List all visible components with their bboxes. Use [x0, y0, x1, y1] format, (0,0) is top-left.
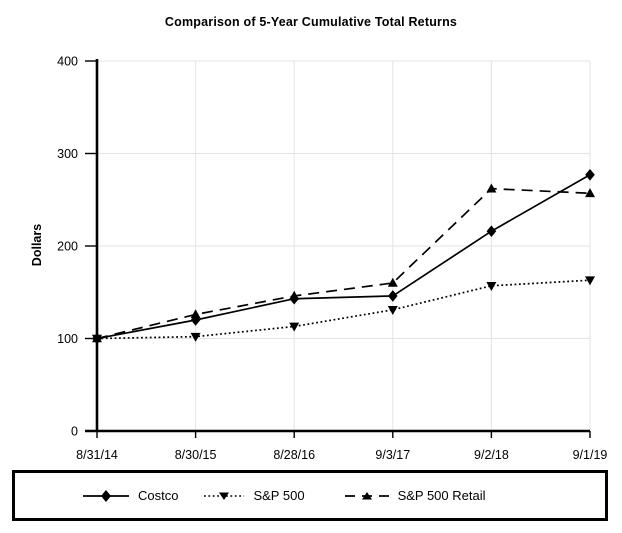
- y-tick-label: 300: [57, 147, 78, 161]
- s-p-500-retail-marker: [190, 309, 201, 319]
- s-p-500-retail-marker: [585, 188, 595, 198]
- dashed-line-triangle-up-icon: [344, 491, 389, 499]
- costco-marker: [289, 292, 299, 305]
- chart-title: Comparison of 5-Year Cumulative Total Re…: [164, 15, 458, 29]
- s-p-500-marker: [486, 281, 497, 291]
- legend-item-sp500: S&P 500: [204, 488, 305, 503]
- costco-marker: [388, 290, 398, 302]
- dotted-line-triangle-down-icon: [204, 492, 245, 500]
- y-tick-label: 200: [57, 239, 78, 253]
- costco-marker: [486, 225, 497, 237]
- s-p-500-line: [96, 279, 591, 340]
- x-tick-label: 8/30/15: [175, 448, 217, 462]
- costco-line: [96, 174, 591, 340]
- x-tick-label: 9/2/18: [474, 448, 509, 462]
- s-p-500-retail-line: [96, 187, 591, 340]
- x-tick-label: 8/28/16: [273, 448, 315, 462]
- solid-line-diamond-icon: [83, 489, 129, 502]
- s-p-500-marker: [289, 322, 300, 332]
- costco-series: [92, 168, 595, 345]
- legend-label-sp500: S&P 500: [253, 488, 305, 503]
- s-p-500-marker: [190, 332, 201, 342]
- s-p-500-series: [92, 276, 595, 344]
- y-tick-label: 0: [71, 424, 78, 438]
- y-tick-label: 400: [57, 54, 78, 68]
- legend-item-costco: Costco: [83, 488, 178, 503]
- legend: Costco S&P 500 S&P 500 Retail: [12, 470, 608, 521]
- plot-area: 0 100 200 300 400 8/31/14 8/30/15 8/28/16 9/3/17…: [57, 54, 608, 462]
- costco-marker: [92, 332, 102, 345]
- costco-marker: [585, 168, 595, 181]
- legend-item-sp500-retail: S&P 500 Retail: [344, 488, 486, 503]
- costco-marker: [190, 314, 201, 326]
- s-p-500-marker: [585, 276, 595, 286]
- s-p-500-marker: [387, 306, 398, 316]
- s-p-500-retail-marker: [387, 277, 398, 287]
- s-p-500-retail-marker: [486, 183, 497, 193]
- legend-label-costco: Costco: [138, 488, 179, 503]
- x-tick-label: 8/31/14: [76, 448, 118, 462]
- x-tick-label: 9/1/19: [573, 448, 608, 462]
- x-tick-label: 9/3/17: [375, 448, 410, 462]
- y-tick-label: 100: [57, 332, 78, 346]
- legend-label-sp500-retail: S&P 500 Retail: [397, 488, 486, 503]
